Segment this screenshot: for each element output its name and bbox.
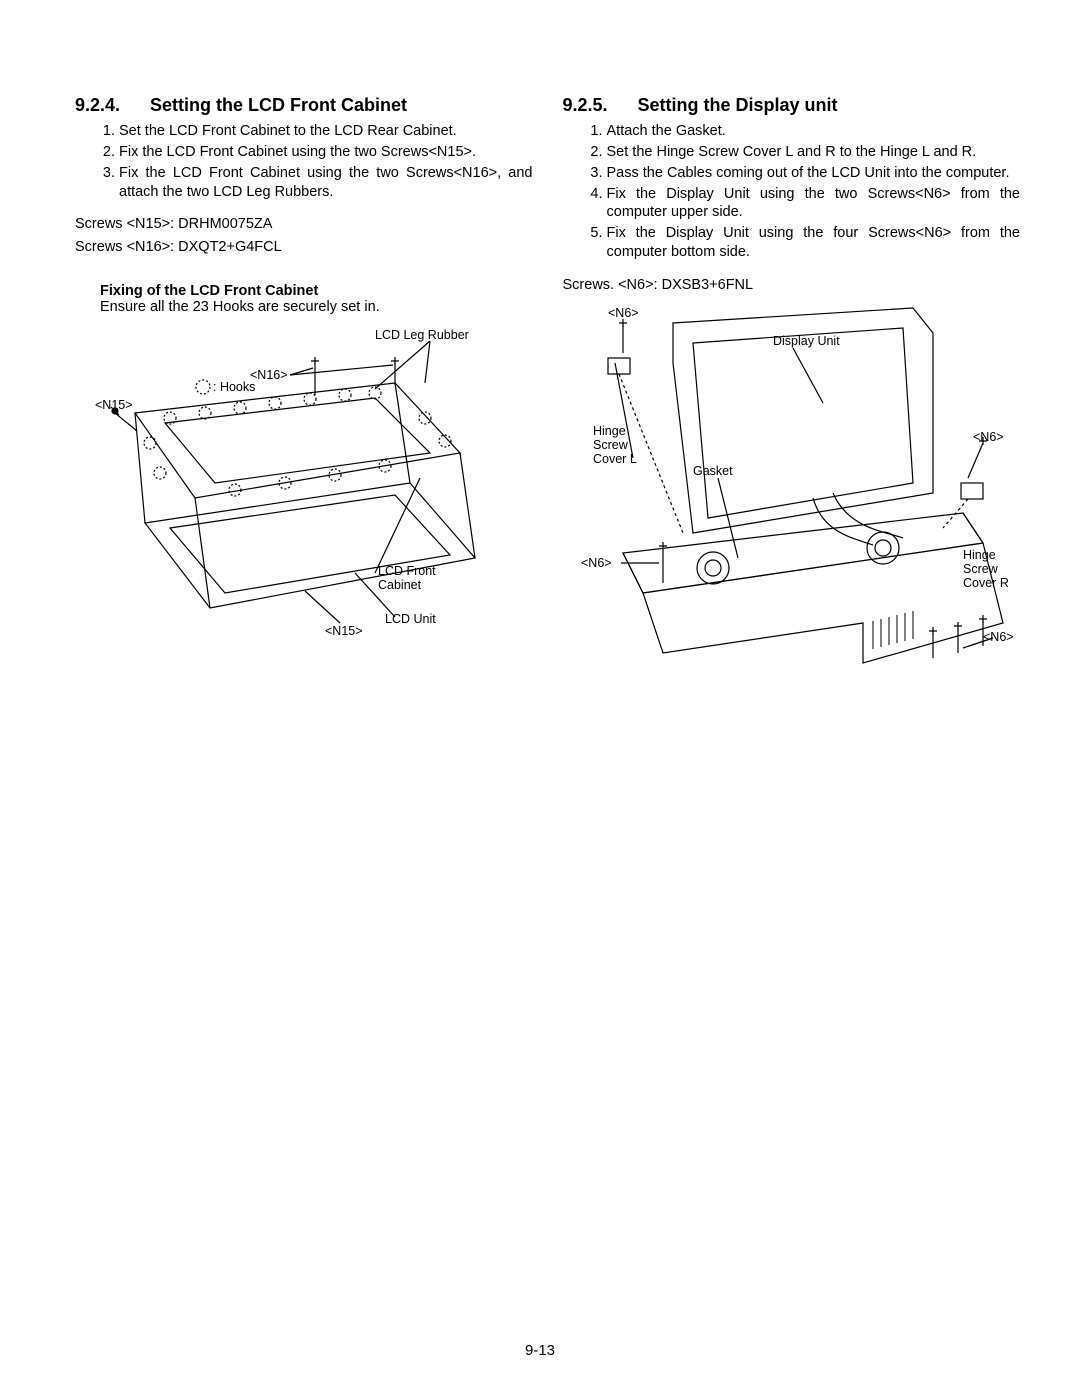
lbl-hooks: : Hooks [213, 380, 255, 394]
right-heading-num: 9.2.5. [563, 95, 638, 116]
lbl-lcd-leg-rubber: LCD Leg Rubber [375, 328, 469, 342]
left-subtext: Ensure all the 23 Hooks are securely set… [100, 299, 533, 315]
lbl-n15-bot: <N15> [325, 624, 363, 638]
lbl-gasket: Gasket [693, 464, 733, 478]
left-screws2: Screws <N16>: DXQT2+G4FCL [75, 239, 533, 255]
right-figure: <N6> Display Unit Hinge Screw Cover L <N… [563, 303, 1021, 687]
right-step: Fix the Display Unit using the four Scre… [607, 224, 1021, 262]
left-heading-num: 9.2.4. [75, 95, 150, 116]
lbl-display-unit: Display Unit [773, 334, 840, 348]
left-step: Set the LCD Front Cabinet to the LCD Rea… [119, 122, 533, 141]
right-step: Pass the Cables coming out of the LCD Un… [607, 164, 1021, 183]
lbl-lcd-front-1: LCD Front [378, 564, 436, 578]
left-step: Fix the LCD Front Cabinet using the two … [119, 164, 533, 202]
right-step: Fix the Display Unit using the two Screw… [607, 185, 1021, 223]
left-heading: 9.2.4.Setting the LCD Front Cabinet [75, 95, 533, 116]
lbl-hinge-l3: Cover L [593, 452, 637, 466]
left-heading-text: Setting the LCD Front Cabinet [150, 95, 407, 115]
lbl-n6-ml: <N6> [581, 556, 612, 570]
left-steps: Set the LCD Front Cabinet to the LCD Rea… [75, 122, 533, 201]
right-step: Set the Hinge Screw Cover L and R to the… [607, 143, 1021, 162]
right-column: 9.2.5.Setting the Display unit Attach th… [563, 95, 1021, 687]
left-step: Fix the LCD Front Cabinet using the two … [119, 143, 533, 162]
lbl-n15-top: <N15> [95, 398, 133, 412]
lbl-n6-br: <N6> [983, 630, 1014, 644]
lbl-hinge-r2: Screw [963, 562, 999, 576]
lbl-lcd-front-2: Cabinet [378, 578, 422, 592]
right-step: Attach the Gasket. [607, 122, 1021, 141]
lbl-hinge-l1: Hinge [593, 424, 626, 438]
lbl-hinge-l2: Screw [593, 438, 629, 452]
right-heading: 9.2.5.Setting the Display unit [563, 95, 1021, 116]
lbl-hinge-r3: Cover R [963, 576, 1009, 590]
columns: 9.2.4.Setting the LCD Front Cabinet Set … [75, 95, 1020, 687]
right-heading-text: Setting the Display unit [638, 95, 838, 115]
right-screws: Screws. <N6>: DXSB3+6FNL [563, 276, 1021, 296]
left-column: 9.2.4.Setting the LCD Front Cabinet Set … [75, 95, 533, 687]
lbl-n16: <N16> [250, 368, 288, 382]
lbl-lcd-unit: LCD Unit [385, 612, 436, 626]
left-subhead: Fixing of the LCD Front Cabinet [100, 283, 533, 299]
left-screws1: Screws <N15>: DRHM0075ZA [75, 215, 533, 235]
page-number: 9-13 [0, 1342, 1080, 1359]
lbl-n6-tl: <N6> [608, 306, 639, 320]
lbl-hinge-r1: Hinge [963, 548, 996, 562]
lbl-n6-tr: <N6> [973, 430, 1004, 444]
page: 9.2.4.Setting the LCD Front Cabinet Set … [0, 0, 1080, 1397]
left-figure: LCD Leg Rubber <N16> : Hooks <N15> LCD F… [75, 323, 533, 657]
right-steps: Attach the Gasket. Set the Hinge Screw C… [563, 122, 1021, 262]
